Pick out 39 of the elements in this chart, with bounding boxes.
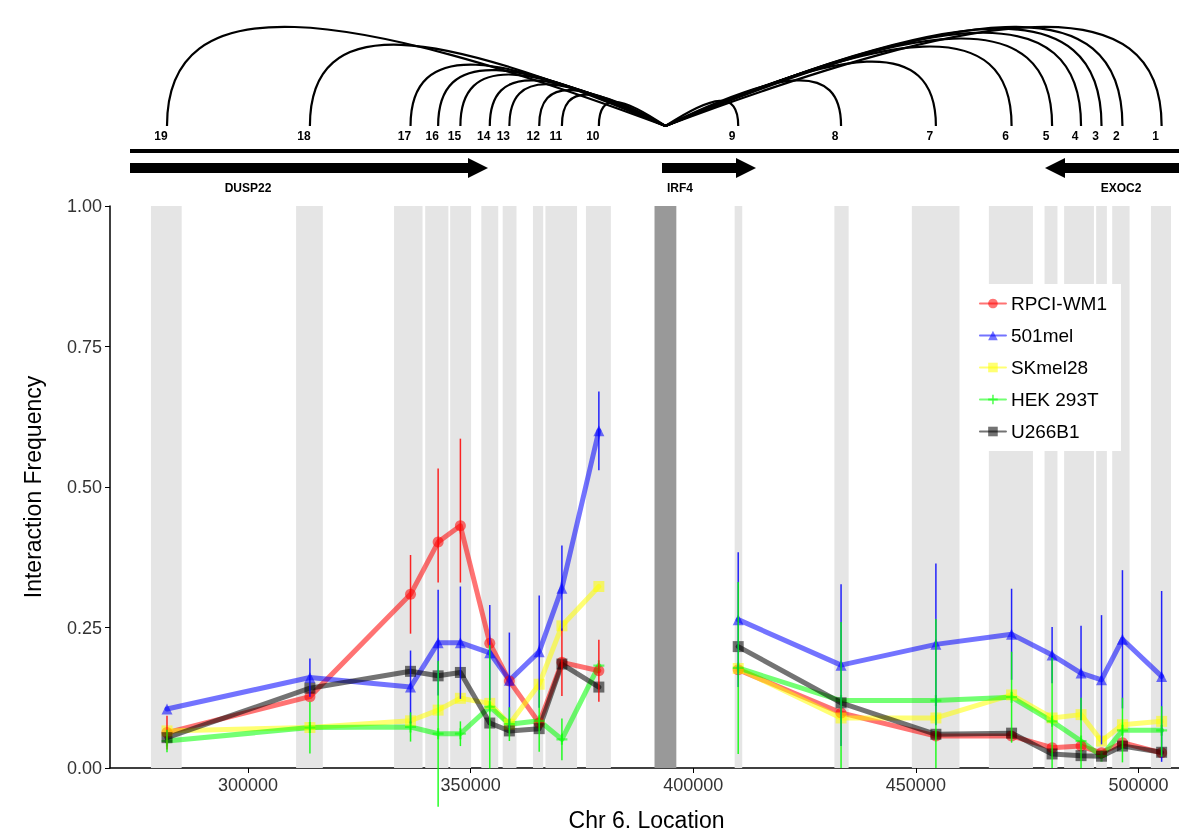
text: 13 (496, 129, 511, 143)
y-tick-label: 0.25 (66, 617, 102, 638)
text: 1 (1152, 129, 1160, 143)
text: 15 (447, 129, 462, 143)
legend-label: 501mel (1010, 325, 1074, 346)
text: 4 (1071, 129, 1079, 143)
text: 17 (397, 129, 412, 143)
x-tick-label: 450000 (885, 775, 946, 795)
legend-label: HEK 293T (1010, 389, 1099, 410)
text: 7 (926, 129, 934, 143)
text: 10 (586, 129, 600, 143)
y-tick-label: 0.75 (66, 336, 102, 357)
text: 14 (477, 129, 491, 143)
text: DUSP22 (224, 181, 272, 195)
y-tick-label: 1.00 (66, 196, 102, 216)
text: 18 (297, 129, 311, 143)
text: 2 (1113, 129, 1121, 143)
x-tick-label: 300000 (217, 775, 279, 795)
legend-label: U266B1 (1010, 421, 1080, 442)
x-tick-label: 350000 (440, 775, 501, 795)
y-tick-label: 0.50 (66, 477, 102, 497)
text: 3 (1092, 129, 1100, 143)
x-axis-title: Chr 6. Location (568, 806, 725, 831)
text: EXOC2 (1100, 181, 1142, 195)
text: 11 (549, 129, 563, 143)
text: 16 (425, 129, 440, 143)
text: 6 (1002, 129, 1010, 143)
text: IRF4 (666, 181, 694, 195)
x-tick-label: 400000 (663, 775, 724, 795)
x-tick-label: 500000 (1108, 775, 1169, 795)
y-axis-title: Interaction Frequency (19, 375, 46, 599)
legend-label: SKmel28 (1010, 357, 1089, 378)
text: 5 (1042, 129, 1050, 143)
y-tick-label: 0.00 (66, 758, 102, 778)
legend-label: RPCI-WM1 (1010, 293, 1108, 314)
text: 12 (526, 129, 541, 143)
text: 8 (831, 129, 839, 143)
text: 9 (728, 129, 736, 143)
text: 19 (154, 129, 168, 143)
